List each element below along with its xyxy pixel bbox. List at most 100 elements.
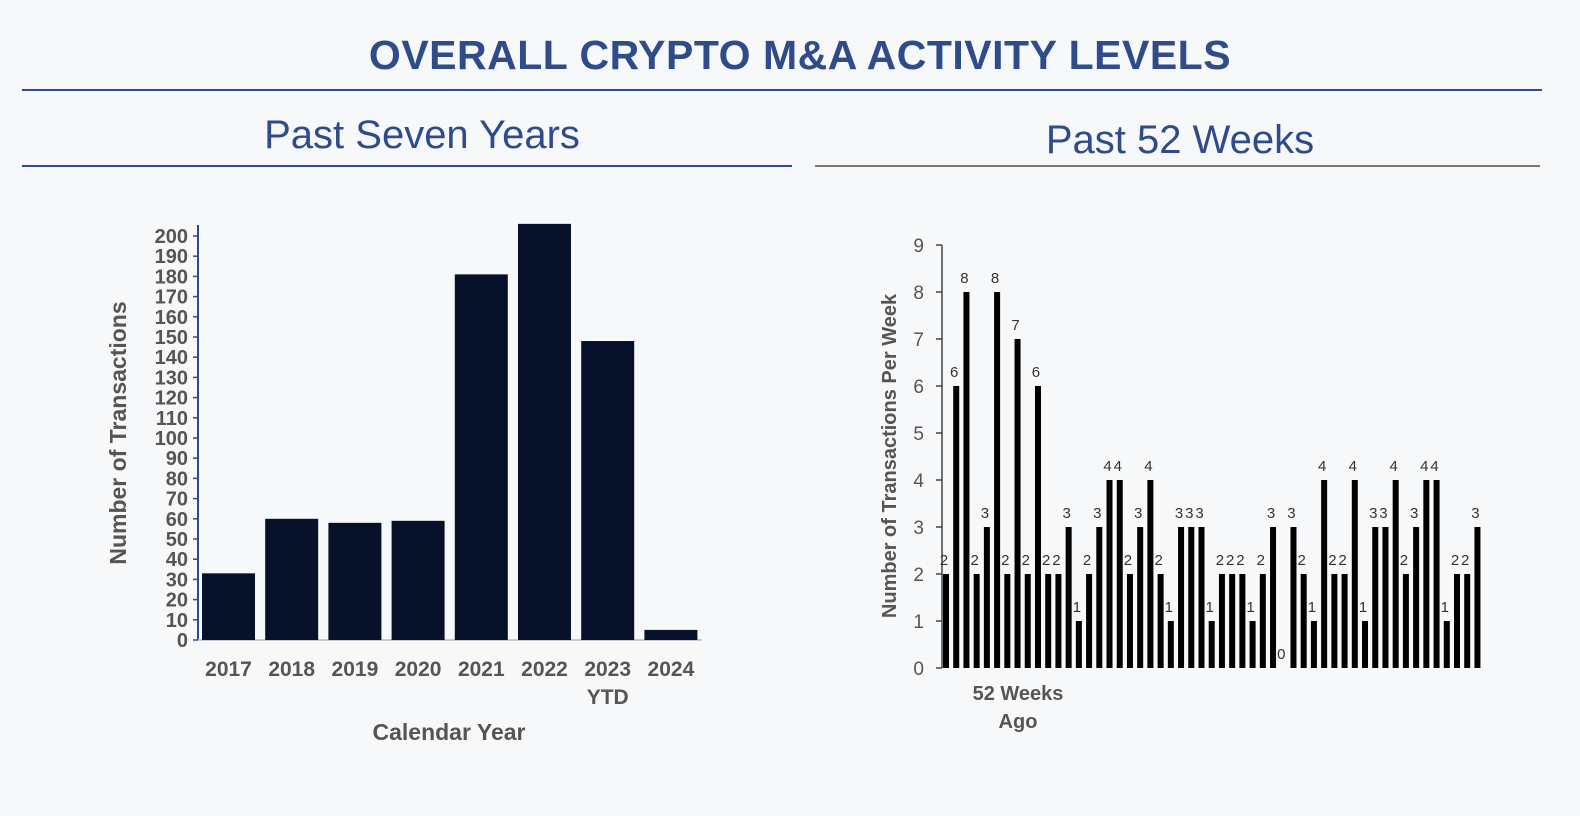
bar-2020 [391,520,445,640]
week-bar [1402,574,1409,668]
week-bar [1290,527,1297,668]
y-tick-label: 40 [166,549,188,571]
y-tick-label: 0 [177,630,188,652]
week-bar [1065,527,1072,668]
week-bar [1310,621,1317,668]
week-bar-data-label: 3 [1410,505,1418,522]
week-bar [1045,574,1052,668]
week-bar [1188,527,1195,668]
week-bar [1454,574,1460,668]
y-tick-label: 30 [166,569,188,591]
week-bar-data-label: 3 [1185,505,1193,522]
week-bar-data-label: 2 [1257,552,1265,569]
week-bar [1004,574,1011,668]
week-bar [1147,480,1154,668]
y-axis-label: Number of Transactions [105,301,131,564]
y-tick-label: 180 [155,266,188,288]
y-tick-label: 5 [913,424,924,445]
week-bar [1413,527,1420,668]
y-tick-label: 90 [166,448,188,470]
week-bar-data-label: 4 [1318,458,1326,475]
week-bar-data-label: 4 [1103,458,1111,475]
x-tick-label: 2023 YTD [584,658,631,709]
week-bar-data-label: 3 [1287,505,1295,522]
y-tick-label: 3 [913,518,924,539]
week-bar-data-label: 1 [1246,599,1254,616]
y-tick-label: 100 [155,428,188,450]
week-bar [1300,574,1307,668]
y-tick-label: 50 [166,529,188,551]
week-bar-data-label: 3 [1195,505,1203,522]
bar-2017 [202,573,255,640]
y-tick-label: 1 [913,612,924,633]
x-tick-label: 2020 [395,658,442,681]
week-bar [1331,574,1338,668]
week-bar-data-label: 2 [1338,552,1346,569]
y-tick-label: 0 [913,659,924,680]
y-tick-label: 170 [155,287,188,309]
week-bar [1474,527,1481,668]
week-bar-data-label: 3 [1093,505,1101,522]
y-tick-label: 60 [166,509,188,531]
week-bar-data-label: 1 [1206,599,1214,616]
x-tick-label: 2019 [332,658,379,681]
x-tick-label: 2022 [521,658,568,681]
week-bar [1024,574,1031,668]
y-axis-label: Number of Transactions Per Week [879,293,901,618]
week-bar-data-label: 2 [1400,552,1408,569]
week-bar [983,527,990,668]
title-divider [22,89,1542,91]
chart-2-title-divider [815,165,1540,167]
week-bar-data-label: 2 [1083,552,1091,569]
week-bar-data-label: 1 [1165,599,1173,616]
y-tick-label: 8 [913,283,924,304]
week-bar [953,386,960,668]
y-tick-label: 190 [155,246,188,268]
week-bar [1075,621,1082,668]
week-bar [1382,527,1389,668]
week-bar [1362,621,1369,668]
x-tick-label: 2018 [268,658,315,681]
chart-1-title: Past Seven Years [264,113,580,157]
week-bar-data-label: 3 [1062,505,1070,522]
y-tick-label: 160 [155,307,188,329]
week-bar [1208,621,1215,668]
week-bar [1096,527,1103,668]
week-bar-data-label: 4 [1420,458,1428,475]
week-bar [1249,621,1256,668]
bar-2023 [581,341,635,640]
week-bar [1229,574,1236,668]
week-bar-data-label: 2 [1451,552,1459,569]
week-bar-data-label: 3 [1471,505,1479,522]
week-bar-data-label: 3 [981,505,989,522]
week-bar [1321,480,1328,668]
y-tick-label: 80 [166,468,188,490]
week-bar-data-label: 4 [1349,458,1357,475]
week-bar [1086,574,1093,668]
y-tick-label: 10 [166,610,188,632]
x-axis-label: Calendar Year [372,719,525,745]
week-bar-data-label: 4 [1390,458,1398,475]
week-bar [1433,480,1440,668]
week-bar-data-label: 2 [1001,552,1009,569]
week-bar-data-label: 2 [1328,552,1336,569]
week-bar-data-label: 2 [1236,552,1244,569]
week-bar-data-label: 2 [1226,552,1234,569]
week-bar-data-label: 2 [1022,552,1030,569]
week-bar [1167,621,1174,668]
x-tick-label-first-week: 52 Weeks Ago [973,683,1064,733]
week-bar [1014,339,1021,668]
x-tick-label: 2021 [458,658,505,681]
bar-2019 [328,522,382,640]
week-bar [943,574,949,668]
y-tick-label: 150 [155,327,188,349]
chart-2-title: Past 52 Weeks [1045,118,1315,162]
week-bar [1218,574,1225,668]
y-tick-label: 2 [913,565,924,586]
week-bar-data-label: 2 [1298,552,1306,569]
week-bar-data-label: 2 [1216,552,1224,569]
week-bar [1270,527,1277,668]
y-tick-label: 70 [166,489,188,511]
week-bar [1392,480,1399,668]
